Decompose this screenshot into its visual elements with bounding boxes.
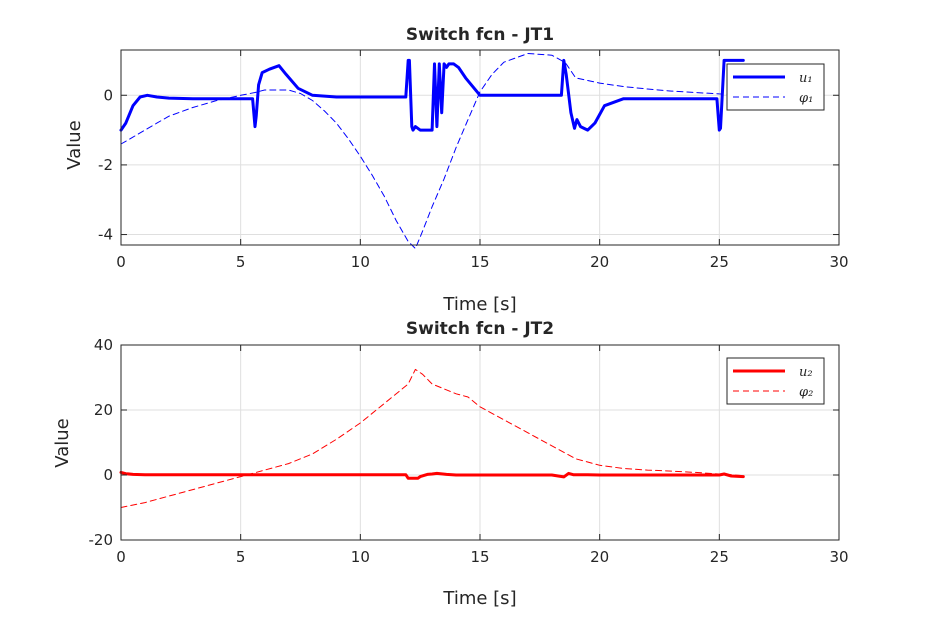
- legend-label: u₁: [799, 71, 813, 86]
- x-tick-label: 0: [116, 253, 126, 271]
- x-tick-label: 25: [710, 253, 729, 271]
- y-tick-label: -2: [98, 156, 113, 174]
- series-line-phi1: [120, 53, 744, 249]
- y-tick-label: 40: [94, 336, 113, 354]
- series-line-phi2: [120, 368, 744, 508]
- x-tick-label: 10: [351, 548, 370, 566]
- legend-label: φ₁: [799, 91, 813, 106]
- series-line-u2: [119, 470, 745, 480]
- x-tick-label: 5: [236, 253, 246, 271]
- legend-box: [726, 63, 825, 111]
- y-axis-label: Value: [52, 418, 73, 467]
- y-tick-label: -20: [89, 531, 114, 549]
- x-tick-label: 20: [590, 253, 609, 271]
- chart-title: Switch fcn - JT2: [406, 319, 554, 339]
- y-tick-label: 0: [103, 466, 113, 484]
- x-tick-label: 30: [829, 548, 848, 566]
- x-axis-label: Time [s]: [442, 294, 516, 315]
- x-tick-label: 15: [470, 253, 489, 271]
- y-tick-label: -4: [98, 226, 113, 244]
- x-axis-label: Time [s]: [442, 588, 516, 609]
- x-tick-label: 10: [351, 253, 370, 271]
- x-tick-label: 0: [116, 548, 126, 566]
- chart-title: Switch fcn - JT1: [406, 25, 554, 45]
- y-tick-label: 20: [94, 401, 113, 419]
- y-tick-label: 0: [103, 86, 113, 104]
- x-tick-label: 25: [710, 548, 729, 566]
- legend-box: [726, 357, 825, 405]
- legend-label: u₂: [799, 365, 813, 380]
- x-tick-label: 30: [829, 253, 848, 271]
- y-axis-label: Value: [64, 120, 85, 169]
- legend-label: φ₂: [799, 385, 813, 400]
- chart-jt2: Switch fcn - JT2 Time [s] Value 0 5 10 15 20…: [52, 319, 849, 609]
- x-tick-label: 15: [470, 548, 489, 566]
- x-tick-label: 20: [590, 548, 609, 566]
- chart-jt1: Switch fcn - JT1 Time [s] Value 0 5 10 15 20…: [64, 25, 849, 315]
- x-tick-label: 5: [236, 548, 246, 566]
- series-line-u1: [119, 58, 745, 132]
